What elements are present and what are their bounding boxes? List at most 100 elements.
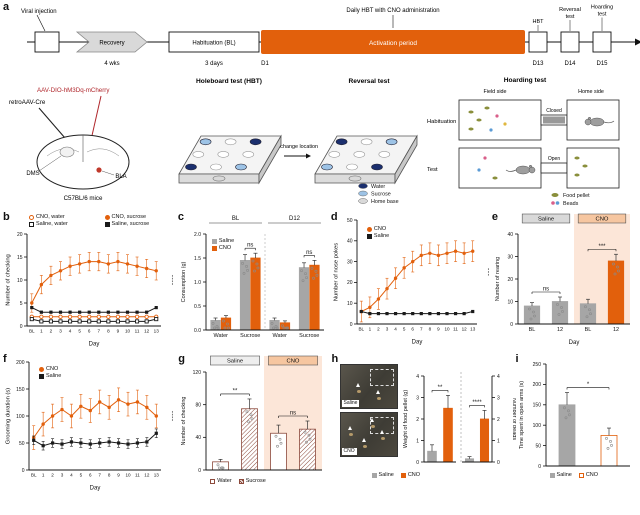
svg-text:Sucrose: Sucrose xyxy=(240,333,260,339)
svg-text:Day: Day xyxy=(89,342,100,348)
photo-saline: Saline xyxy=(339,364,398,409)
svg-text:40: 40 xyxy=(347,239,353,245)
legend-item: Water xyxy=(210,478,232,484)
dms-region xyxy=(59,146,75,158)
svg-text:Day: Day xyxy=(90,486,101,492)
svg-text:30: 30 xyxy=(347,259,353,265)
arrow-icon xyxy=(355,383,360,387)
photo-label: CNO xyxy=(341,448,357,455)
svg-text:4: 4 xyxy=(497,374,500,380)
legend-marker-icon xyxy=(400,472,406,478)
test-row-label: Test xyxy=(427,167,438,173)
svg-text:120: 120 xyxy=(193,370,202,376)
svg-text:Number of checking: Number of checking xyxy=(6,254,12,306)
panel-i-label: i xyxy=(515,353,519,365)
bla-site xyxy=(96,167,102,173)
panel-h-beads-chart: 0 1 2 3 4 Number of beads **** xyxy=(460,372,516,466)
svg-text:CNO: CNO xyxy=(287,359,300,365)
panel-g-legend: Water Sucrose xyxy=(210,478,331,484)
svg-text:9: 9 xyxy=(117,473,120,478)
svg-text:Water: Water xyxy=(371,184,385,190)
bla-label: BLA xyxy=(115,174,126,180)
svg-text:150: 150 xyxy=(532,403,541,409)
habituation-box xyxy=(168,31,260,53)
svg-text:12: 12 xyxy=(144,329,150,334)
svg-text:2.0: 2.0 xyxy=(194,232,201,238)
panel-i-legend: Saline CNO xyxy=(549,472,637,478)
svg-text:20: 20 xyxy=(347,280,353,286)
panel-d: d 0 10 20 30 40 50 BL 1 2 3 4 5 6 7 8 9 10 11 12 13 Day Numbe… xyxy=(330,211,492,346)
svg-text:200: 200 xyxy=(532,382,541,388)
svg-text:0.5: 0.5 xyxy=(194,304,201,310)
svg-text:BL: BL xyxy=(529,327,536,333)
photo-label: Saline xyxy=(341,400,360,407)
arrow-icon xyxy=(347,426,352,430)
habituation-field-box xyxy=(458,99,542,141)
viral-injection-label: Viral injection xyxy=(21,9,57,15)
svg-text:1.0: 1.0 xyxy=(194,280,201,286)
panel-b: b CNO, water CNO, sucrose Saline, water Sal… xyxy=(3,211,178,348)
day13-label: D13 xyxy=(532,61,544,67)
svg-text:ns: ns xyxy=(543,287,549,293)
legend-marker-icon xyxy=(211,245,217,251)
reversal-test-title: Reversal test xyxy=(348,78,390,85)
svg-text:Saline: Saline xyxy=(227,359,243,365)
habituation-row-label: Habituation xyxy=(427,119,456,125)
aav-mcherry-label: AAV-DIO-hM3Dq-mCherry xyxy=(37,87,110,94)
svg-text:**: ** xyxy=(233,388,238,394)
svg-text:3: 3 xyxy=(416,395,419,401)
svg-text:ns: ns xyxy=(247,243,253,249)
svg-text:***: *** xyxy=(598,244,606,250)
legend-item: Saline, sucrose xyxy=(104,221,178,227)
svg-text:***: *** xyxy=(483,268,489,276)
svg-text:0: 0 xyxy=(198,468,201,474)
mouse-home xyxy=(584,116,615,127)
holeboard-title: Holeboard test (HBT) xyxy=(196,78,262,85)
svg-text:Water: Water xyxy=(272,333,287,339)
svg-text:1: 1 xyxy=(42,473,45,478)
svg-text:Weight of food pellet (g): Weight of food pellet (g) xyxy=(403,390,409,448)
legend-item: Saline xyxy=(211,238,234,244)
svg-text:3: 3 xyxy=(386,327,389,332)
field-side-label: Field side xyxy=(483,89,506,95)
svg-text:4: 4 xyxy=(70,473,73,478)
legend-marker-icon xyxy=(210,478,216,484)
panel-d-legend: CNO Saline xyxy=(366,226,389,239)
legend-marker-icon xyxy=(371,472,377,478)
hoarding-title: Hoarding test xyxy=(504,77,547,84)
svg-text:4: 4 xyxy=(416,374,419,380)
svg-text:8: 8 xyxy=(107,329,110,334)
svg-text:Sucrose: Sucrose xyxy=(371,192,391,198)
svg-text:Number of rearing: Number of rearing xyxy=(495,257,501,301)
svg-text:11: 11 xyxy=(453,327,458,332)
legend-item: Saline xyxy=(549,472,572,478)
panel-h: h Saline xyxy=(332,353,516,478)
svg-text:2: 2 xyxy=(51,473,54,478)
panel-e-chart: Saline CNO 0 10 20 30 40 Number of rearing BL 12 B… xyxy=(495,213,630,346)
svg-text:20: 20 xyxy=(17,232,23,238)
hoarding-label-2: test xyxy=(598,12,607,18)
svg-text:7: 7 xyxy=(98,329,101,334)
svg-text:Food pellet: Food pellet xyxy=(563,193,590,199)
panel-f-label: f xyxy=(3,353,7,365)
svg-text:Water: Water xyxy=(213,333,228,339)
recovery-label: Recovery xyxy=(99,41,124,47)
svg-text:0: 0 xyxy=(510,322,513,328)
svg-text:4: 4 xyxy=(394,327,397,332)
svg-text:0: 0 xyxy=(416,460,419,466)
panel-d-label: d xyxy=(330,211,338,223)
legend-item: CNO xyxy=(400,472,420,478)
legend-marker-icon xyxy=(39,373,44,379)
day14-label: D14 xyxy=(564,61,576,67)
retroaav-label: retroAAV-Cre xyxy=(9,99,46,106)
hoarding-diagram: Hoarding test Field side Home side Habit… xyxy=(427,77,620,206)
legend-item: Saline, water xyxy=(29,221,97,227)
panel-f-legend: CNO Saline xyxy=(39,366,61,379)
svg-text:BL: BL xyxy=(31,473,37,478)
hbt-box xyxy=(528,31,548,53)
svg-text:0: 0 xyxy=(497,460,500,466)
holeboard-boards xyxy=(178,134,418,185)
hoarding-label-1: Hoarding xyxy=(591,5,613,11)
svg-text:3: 3 xyxy=(59,329,62,334)
